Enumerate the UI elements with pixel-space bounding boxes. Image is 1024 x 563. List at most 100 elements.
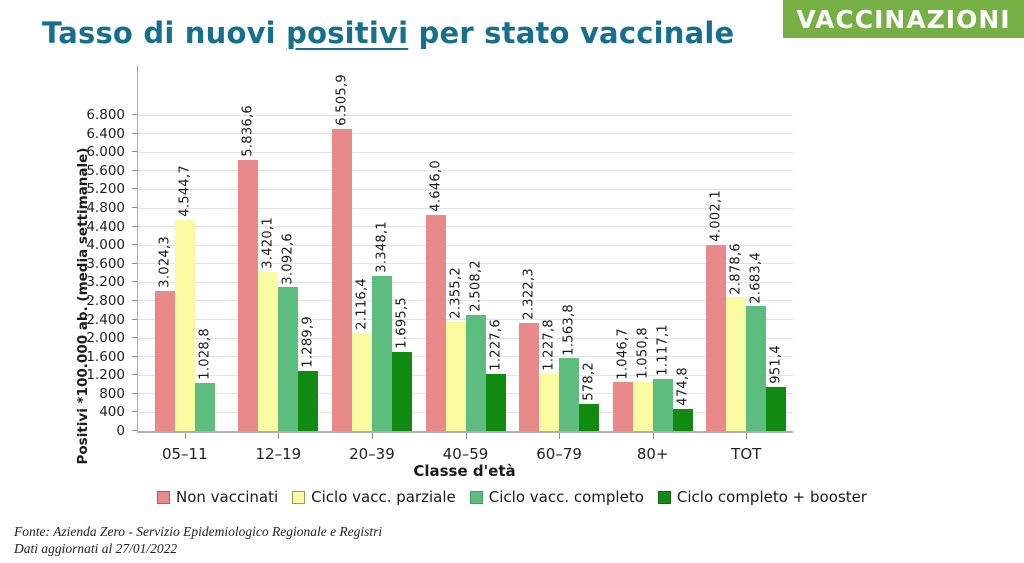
bar-group-12–19: 5.836,6 3.420,1 3.092,6 1.289,9 12–19	[232, 65, 326, 463]
bar: 1.117,1	[652, 324, 673, 431]
bar-group-20–39: 6.505,9 2.116,4 3.348,1 1.695,5 20–39	[325, 65, 419, 463]
y-tick-mark	[132, 188, 137, 190]
footer-source: Fonte: Azienda Zero - Servizio Epidemiol…	[14, 524, 383, 539]
bar: 578,2	[579, 362, 600, 431]
legend-swatch-icon	[157, 490, 170, 504]
bar-group-05–11: 3.024,3 4.544,7 1.028,8 05–11	[138, 65, 232, 463]
bar: 951,4	[766, 345, 787, 431]
footer: Fonte: Azienda Zero - Servizio Epidemiol…	[14, 524, 382, 558]
x-axis-title: Classe d'età	[413, 462, 516, 480]
bar: 1.563,8	[559, 304, 580, 431]
bar: 2.355,2	[445, 267, 466, 431]
bar-value-label: 1.695,5	[394, 297, 410, 350]
y-tick-label: 2.400	[86, 311, 125, 328]
bar-value-label: 2.355,2	[448, 266, 464, 319]
bar: 1.695,5	[391, 297, 412, 431]
gridline	[138, 244, 793, 246]
page-title-underlined: positivi	[286, 16, 409, 50]
x-tick-label: 40–59	[442, 445, 489, 463]
gridline	[138, 226, 793, 228]
x-tick-label: 80+	[636, 445, 669, 463]
y-tick-label: 2.000	[86, 330, 125, 347]
x-tick-mark	[559, 433, 561, 439]
bar-value-label: 1.563,8	[561, 303, 577, 356]
page-title: Tasso di nuovi positivi per stato vaccin…	[42, 16, 734, 50]
footer-updated: Dati aggiornati al 27/01/2022	[14, 540, 178, 556]
gridline	[138, 281, 793, 283]
y-tick-label: 1.600	[86, 348, 125, 365]
bar-value-label: 1.289,9	[300, 316, 316, 369]
bar: 3.348,1	[371, 221, 392, 431]
bar: 6.505,9	[331, 74, 352, 431]
plot-area: 3.024,3 4.544,7 1.028,8 05–11 5.836,6 3.420,1…	[137, 65, 793, 463]
legend-item: Ciclo vacc. parziale	[292, 488, 456, 506]
bar-value-label: 3.092,6	[280, 232, 296, 285]
bar: 3.092,6	[278, 233, 299, 431]
bar-value-label: 2.683,4	[748, 251, 764, 304]
bar-groups: 3.024,3 4.544,7 1.028,8 05–11 5.836,6 3.420,1…	[138, 65, 793, 463]
bar-value-label: 2.322,3	[521, 268, 537, 321]
bar: 2.322,3	[519, 268, 540, 431]
bar: 1.227,8	[539, 319, 560, 431]
y-tick-mark	[132, 207, 137, 209]
y-tick-mark	[132, 392, 137, 394]
gridline	[138, 151, 793, 153]
y-tick-label: 2.800	[86, 292, 125, 309]
bar-value-label: 1.227,6	[488, 319, 504, 371]
bar: 2.878,6	[726, 243, 747, 431]
bar-group-40–59: 4.646,0 2.355,2 2.508,2 1.227,6 40–59	[419, 65, 513, 463]
y-tick-mark	[132, 169, 137, 171]
bar-value-label: 3.024,3	[157, 235, 173, 288]
bar-value-label: 1.028,8	[197, 328, 213, 381]
gridline	[138, 263, 793, 265]
x-tick-mark	[278, 433, 280, 439]
gridline	[138, 114, 793, 116]
legend-label: Ciclo vacc. completo	[488, 488, 644, 506]
y-tick-label: 1.200	[86, 367, 125, 384]
legend-item: Non vaccinati	[157, 488, 278, 506]
page-title-part2: per stato vaccinale	[408, 16, 735, 50]
y-tick-mark	[132, 225, 137, 227]
y-tick-label: 6.400	[86, 125, 125, 142]
y-tick-label: 3.600	[86, 255, 125, 272]
y-tick-label: 800	[99, 385, 125, 402]
x-tick-mark	[465, 433, 467, 439]
x-tick-label: 20–39	[349, 445, 395, 463]
bar: 2.508,2	[465, 260, 486, 431]
bar-value-label: 1.117,1	[655, 324, 671, 377]
bar-value-label: 3.348,1	[374, 220, 390, 273]
bar: 1.227,6	[485, 319, 506, 431]
gridline	[138, 170, 793, 172]
bar-value-label: 2.116,4	[354, 277, 370, 330]
y-tick-label: 0	[116, 423, 125, 439]
bar-value-label: 2.878,6	[728, 242, 744, 295]
y-tick-label: 400	[99, 404, 125, 421]
bar-value-label: 4.646,0	[428, 160, 444, 213]
bar: 2.116,4	[351, 278, 372, 431]
y-tick-mark	[132, 374, 137, 376]
vaccinazioni-badge: VACCINAZIONI	[783, 0, 1024, 38]
y-tick-mark	[132, 411, 137, 413]
legend-label: Ciclo vacc. parziale	[311, 488, 456, 506]
bar: 3.420,1	[258, 217, 279, 431]
legend-item: Ciclo vacc. completo	[469, 488, 644, 506]
y-tick-label: 6.000	[86, 144, 125, 161]
bar-value-label: 5.836,6	[240, 105, 256, 157]
bar-group-60–79: 2.322,3 1.227,8 1.563,8 578,2 60–79	[512, 65, 606, 463]
bar: 4.646,0	[425, 160, 446, 431]
y-tick-mark	[132, 299, 137, 301]
bar-value-label: 578,2	[581, 362, 597, 402]
x-tick-mark	[184, 433, 186, 439]
y-tick-mark	[132, 318, 137, 320]
x-tick-mark	[371, 433, 373, 439]
bar-group-80+: 1.046,7 1.050,8 1.117,1 474,8 80+	[606, 65, 700, 463]
legend-swatch-icon	[657, 490, 671, 504]
y-tick-mark	[132, 114, 137, 116]
bar: 3.024,3	[154, 236, 175, 431]
y-tick-mark	[132, 244, 137, 246]
y-tick-mark	[132, 355, 137, 357]
legend-swatch-icon	[469, 490, 483, 504]
bar: 1.046,7	[612, 328, 633, 431]
bar: 1.289,9	[298, 316, 319, 431]
x-tick-mark	[746, 433, 748, 439]
